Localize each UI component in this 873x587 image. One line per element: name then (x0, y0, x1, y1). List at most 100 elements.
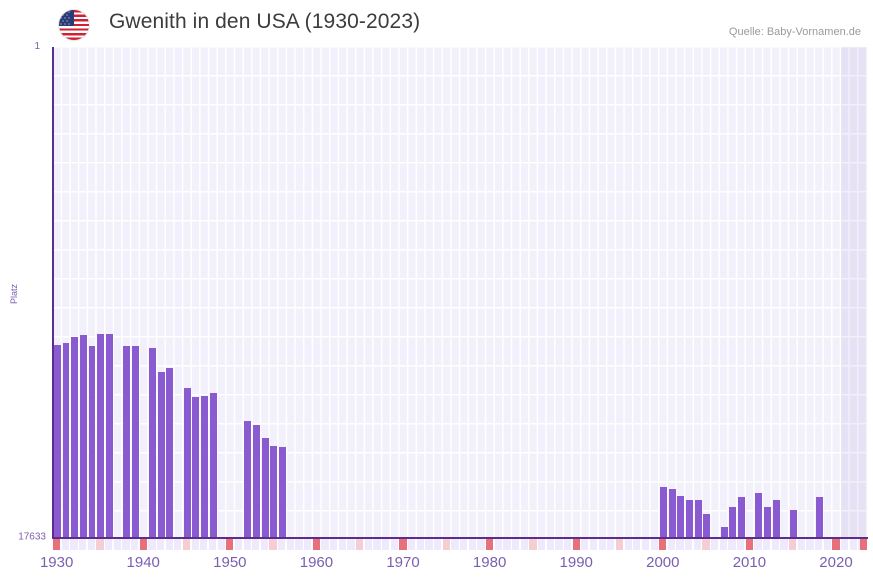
bar-2013 (772, 500, 780, 538)
x-tick-1943 (165, 539, 173, 550)
x-tick-1945 (182, 539, 191, 550)
x-tick-1992 (589, 539, 598, 550)
bar-2012 (763, 507, 771, 538)
chart-header: Gwenith in den USA (1930-2023) Quelle: B… (0, 0, 873, 46)
bar-2001 (668, 489, 676, 538)
x-tick-1970 (399, 539, 407, 550)
plot-area (53, 47, 867, 538)
x-tick-1931 (61, 539, 69, 550)
source-attribution: Quelle: Baby-Vornamen.de (728, 26, 861, 38)
bar-series (53, 47, 867, 538)
x-tick-1948 (208, 539, 217, 550)
x-tick-2018 (815, 539, 823, 550)
x-tick-2009 (737, 539, 745, 550)
x-tick-2003 (685, 539, 693, 550)
x-tick-1985 (529, 539, 537, 550)
bar-2000 (660, 487, 667, 538)
x-tick-1994 (607, 539, 615, 550)
bar-1933 (79, 335, 87, 538)
x-tick-1972 (416, 539, 424, 550)
x-tick-2000 (659, 539, 667, 550)
x-tick-2004 (693, 539, 702, 550)
bar-1952 (244, 421, 252, 538)
x-axis-tick-marks (0, 539, 873, 551)
x-tick-1958 (295, 539, 303, 550)
x-tick-1937 (113, 539, 121, 550)
x-tick-1986 (537, 539, 546, 550)
y-axis-title: Platz (9, 283, 19, 305)
x-tick-1941 (148, 539, 156, 550)
x-tick-1952 (243, 539, 251, 550)
x-tick-1987 (546, 539, 554, 550)
x-axis-label-2010: 2010 (732, 554, 767, 571)
x-axis-label-1940: 1940 (126, 554, 160, 571)
x-tick-1947 (200, 539, 208, 550)
bar-1954 (261, 438, 269, 538)
x-tick-1971 (408, 539, 416, 550)
bar-2002 (677, 496, 685, 538)
bar-1931 (62, 343, 70, 538)
x-tick-1956 (278, 539, 286, 550)
x-tick-1965 (356, 539, 364, 550)
bar-1930 (53, 345, 61, 538)
x-tick-1961 (321, 539, 329, 550)
x-tick-2014 (780, 539, 788, 550)
x-tick-2017 (806, 539, 814, 550)
y-axis-line (52, 47, 54, 539)
x-tick-1942 (156, 539, 165, 550)
x-tick-1988 (555, 539, 563, 550)
x-tick-2006 (711, 539, 719, 550)
bar-1939 (131, 346, 139, 538)
x-tick-2019 (823, 539, 831, 550)
x-tick-1950 (226, 539, 234, 550)
x-tick-1976 (451, 539, 459, 550)
x-tick-1944 (174, 539, 182, 550)
x-tick-1993 (598, 539, 606, 550)
bar-2004 (694, 500, 702, 538)
x-tick-1964 (347, 539, 355, 550)
x-axis-label-1990: 1990 (559, 554, 593, 571)
x-tick-1967 (373, 539, 381, 550)
x-tick-2015 (789, 539, 797, 550)
bar-1956 (279, 447, 286, 538)
x-axis-label-2000: 2000 (646, 554, 680, 571)
x-axis-label-2020: 2020 (819, 554, 853, 571)
bar-2015 (789, 510, 797, 538)
bar-2003 (686, 500, 693, 538)
x-tick-1940 (139, 539, 147, 550)
x-tick-2001 (667, 539, 676, 550)
y-axis-top-tick-label: 1 (34, 41, 40, 52)
x-tick-2021 (841, 539, 849, 550)
x-tick-1966 (364, 539, 372, 550)
x-tick-1953 (252, 539, 260, 550)
x-tick-2010 (745, 539, 754, 550)
x-axis-line (52, 537, 868, 539)
x-tick-1999 (650, 539, 658, 550)
bar-2009 (738, 497, 745, 538)
x-tick-1939 (130, 539, 139, 550)
bar-1935 (97, 334, 105, 538)
x-tick-1996 (624, 539, 632, 550)
x-tick-1975 (442, 539, 450, 550)
x-tick-2008 (728, 539, 736, 550)
bar-1945 (183, 388, 191, 538)
bar-1938 (123, 346, 131, 538)
x-tick-1997 (633, 539, 641, 550)
x-tick-1959 (304, 539, 312, 550)
bar-1943 (166, 368, 174, 538)
bar-1932 (71, 337, 79, 538)
bar-1955 (270, 446, 278, 538)
x-tick-2013 (771, 539, 779, 550)
x-tick-1955 (269, 539, 277, 550)
x-tick-1949 (217, 539, 225, 550)
x-tick-2016 (797, 539, 805, 550)
bar-2005 (703, 514, 711, 538)
x-tick-2022 (849, 539, 857, 550)
x-tick-1960 (312, 539, 321, 550)
x-axis-label-1950: 1950 (213, 554, 247, 571)
x-tick-1973 (425, 539, 433, 550)
x-tick-1936 (104, 539, 113, 550)
flag-canton (59, 10, 74, 26)
x-tick-1968 (382, 539, 390, 550)
x-tick-1957 (286, 539, 295, 550)
